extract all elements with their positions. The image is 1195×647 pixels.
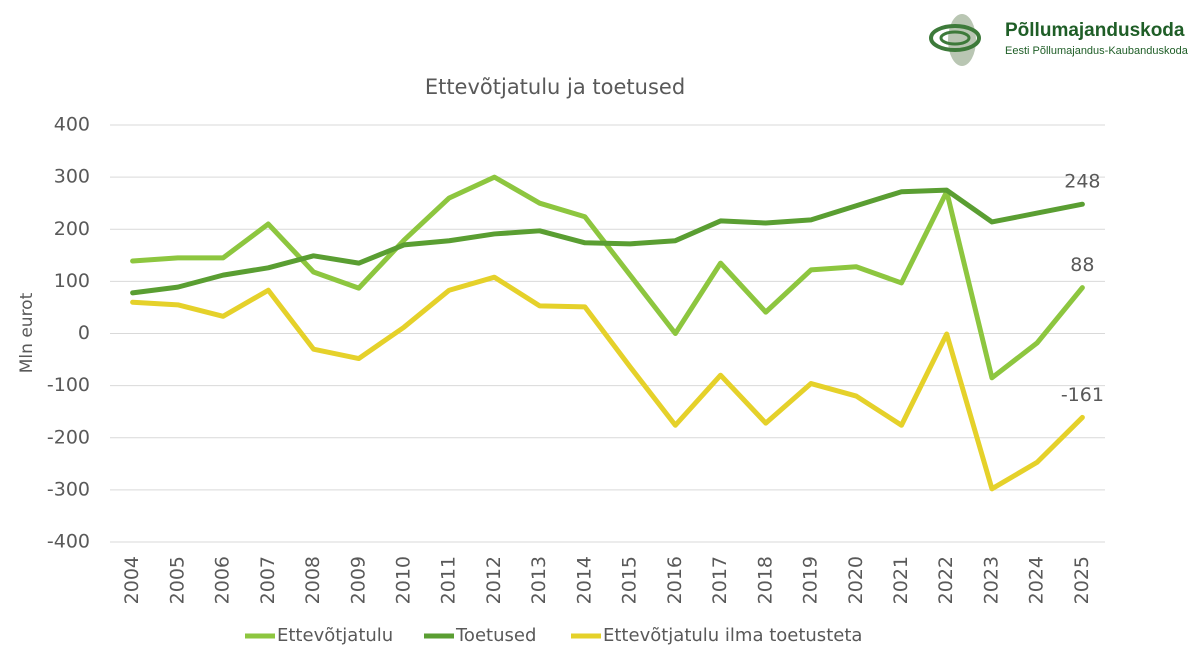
x-tick-label: 2022: [935, 556, 957, 604]
data-label: -161: [1061, 384, 1104, 406]
x-tick-label: 2005: [166, 556, 188, 604]
x-tick-label: 2023: [980, 556, 1002, 604]
x-tick-label: 2018: [754, 556, 776, 604]
series-line: [130, 174, 1085, 381]
x-tick-label: 2017: [709, 556, 731, 604]
chart-title: Ettevõtjatulu ja toetused: [425, 75, 685, 99]
logo: Põllumajanduskoda Eesti Põllumajandus-Ka…: [929, 14, 1189, 66]
y-tick-label: 200: [54, 218, 90, 240]
x-tick-label: 2024: [1026, 556, 1048, 604]
x-tick-label: 2012: [483, 556, 505, 604]
x-tick-label: 2013: [528, 556, 550, 604]
y-tick-label: 0: [78, 322, 90, 344]
y-axis-label: Mln eurot: [17, 292, 37, 373]
series-line: [130, 187, 1085, 296]
x-tick-label: 2021: [890, 556, 912, 604]
legend-label: Ettevõtjatulu ilma toetusteta: [603, 625, 862, 646]
logo-subtitle: Eesti Põllumajandus-Kaubanduskoda: [1005, 45, 1189, 57]
logo-name: Põllumajanduskoda: [1005, 20, 1185, 41]
x-tick-label: 2020: [845, 556, 867, 604]
x-tick-label: 2006: [212, 556, 234, 604]
x-tick-label: 2008: [302, 556, 324, 604]
x-tick-label: 2007: [257, 556, 279, 604]
y-tick-label: -400: [47, 531, 90, 553]
logo-ring: [929, 24, 981, 52]
y-tick-label: -100: [47, 374, 90, 396]
x-tick-label: 2025: [1071, 556, 1093, 604]
data-label: 248: [1064, 171, 1100, 193]
y-tick-label: 100: [54, 270, 90, 292]
x-tick-label: 2019: [800, 556, 822, 604]
x-tick-label: 2016: [664, 556, 686, 604]
logo-ring: [939, 30, 971, 46]
x-tick-label: 2014: [573, 556, 595, 604]
logo-leaf: [948, 14, 976, 66]
x-tick-label: 2009: [347, 556, 369, 604]
x-tick-label: 2015: [619, 556, 641, 604]
y-tick-label: -200: [47, 426, 90, 448]
y-tick-label: -300: [47, 478, 90, 500]
x-tick-label: 2011: [438, 556, 460, 604]
y-tick-label: 300: [54, 166, 90, 188]
y-tick-label: 400: [54, 114, 90, 136]
data-label: 88: [1070, 254, 1094, 276]
x-tick-label: 2004: [121, 556, 143, 604]
legend-label: Ettevõtjatulu: [277, 625, 393, 646]
x-tick-label: 2010: [392, 556, 414, 604]
series-line: [130, 274, 1085, 492]
legend-label: Toetused: [455, 625, 536, 646]
